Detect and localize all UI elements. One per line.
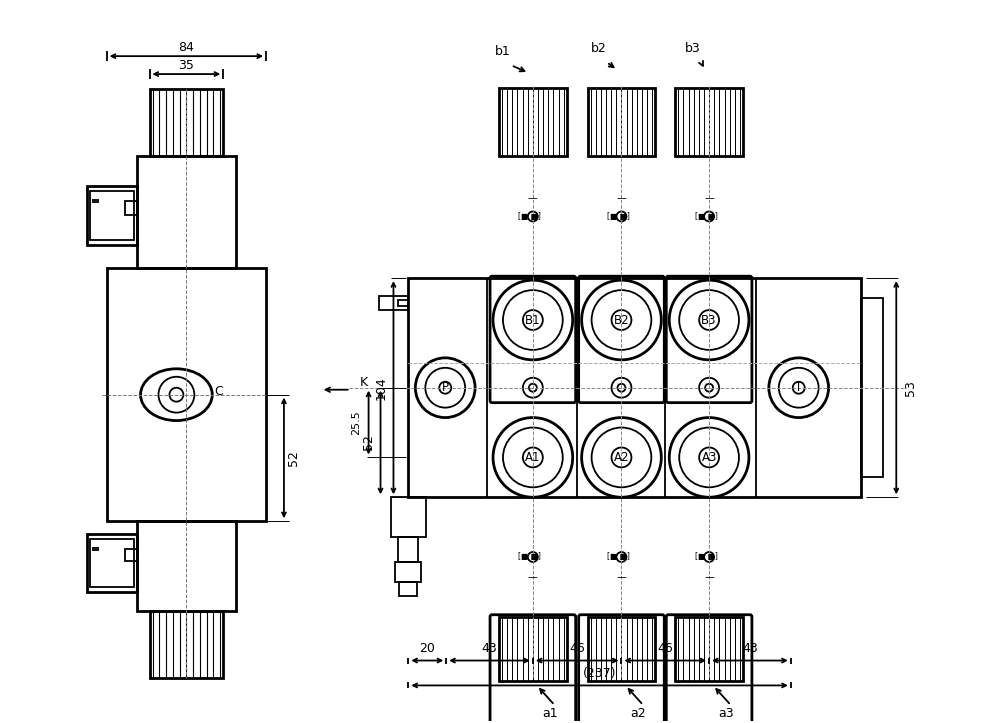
Text: —: — bbox=[528, 572, 538, 582]
Text: 52: 52 bbox=[287, 450, 300, 466]
Text: —: — bbox=[704, 194, 714, 204]
Text: B1: B1 bbox=[525, 314, 541, 327]
Text: A2: A2 bbox=[614, 451, 629, 464]
Bar bbox=[150, 89, 223, 155]
Bar bbox=[675, 617, 743, 682]
Bar bbox=[499, 617, 567, 682]
Bar bbox=[499, 88, 567, 155]
Text: 43: 43 bbox=[742, 642, 758, 655]
Text: a3: a3 bbox=[718, 707, 734, 720]
Text: 46: 46 bbox=[569, 642, 585, 655]
Bar bbox=[87, 534, 137, 592]
Text: —: — bbox=[617, 194, 626, 204]
Text: B2: B2 bbox=[614, 314, 629, 327]
Text: B3: B3 bbox=[701, 314, 717, 327]
Text: 52: 52 bbox=[362, 435, 375, 450]
Bar bbox=[398, 537, 418, 562]
Bar bbox=[379, 296, 408, 310]
Text: 25.5: 25.5 bbox=[351, 410, 361, 435]
Bar bbox=[150, 611, 223, 678]
Text: [■ ■]: [■ ■] bbox=[518, 552, 541, 562]
Text: A3: A3 bbox=[701, 451, 717, 464]
Text: T: T bbox=[795, 381, 802, 394]
Text: P: P bbox=[442, 381, 449, 394]
Text: a1: a1 bbox=[542, 707, 558, 720]
Bar bbox=[90, 539, 134, 587]
Bar bbox=[408, 278, 861, 497]
Bar bbox=[125, 549, 137, 561]
Text: [■ ■]: [■ ■] bbox=[695, 552, 718, 562]
Text: 35: 35 bbox=[178, 59, 194, 72]
Text: a2: a2 bbox=[631, 707, 646, 720]
Text: 84: 84 bbox=[178, 40, 194, 54]
Text: b3: b3 bbox=[685, 42, 701, 55]
Text: —: — bbox=[617, 572, 626, 582]
Text: [■ ■]: [■ ■] bbox=[695, 212, 718, 221]
Text: 43: 43 bbox=[482, 642, 497, 655]
Text: 20: 20 bbox=[419, 642, 435, 655]
Bar bbox=[90, 191, 134, 240]
Text: 53: 53 bbox=[904, 380, 917, 395]
Text: b2: b2 bbox=[591, 42, 606, 55]
Bar bbox=[87, 186, 137, 245]
Text: (237): (237) bbox=[583, 667, 616, 680]
Text: K: K bbox=[360, 376, 368, 389]
Text: —: — bbox=[704, 572, 714, 582]
Text: 104: 104 bbox=[375, 376, 388, 400]
Text: b1: b1 bbox=[495, 45, 511, 58]
Bar bbox=[395, 562, 421, 582]
Text: [■ ■]: [■ ■] bbox=[518, 212, 541, 221]
Bar bbox=[398, 300, 408, 306]
Bar bbox=[125, 200, 137, 215]
Text: [■ ■]: [■ ■] bbox=[607, 212, 630, 221]
Bar bbox=[391, 497, 426, 537]
Bar bbox=[137, 521, 236, 611]
Bar bbox=[399, 582, 417, 596]
Text: A1: A1 bbox=[525, 451, 541, 464]
Text: —: — bbox=[528, 194, 538, 204]
Bar bbox=[588, 617, 655, 682]
Bar bbox=[107, 268, 266, 521]
Text: C: C bbox=[214, 385, 223, 398]
Text: [■ ■]: [■ ■] bbox=[607, 552, 630, 562]
Text: 46: 46 bbox=[657, 642, 673, 655]
Bar bbox=[588, 88, 655, 155]
Bar bbox=[861, 298, 883, 477]
Bar bbox=[137, 155, 236, 268]
Bar bbox=[675, 88, 743, 155]
